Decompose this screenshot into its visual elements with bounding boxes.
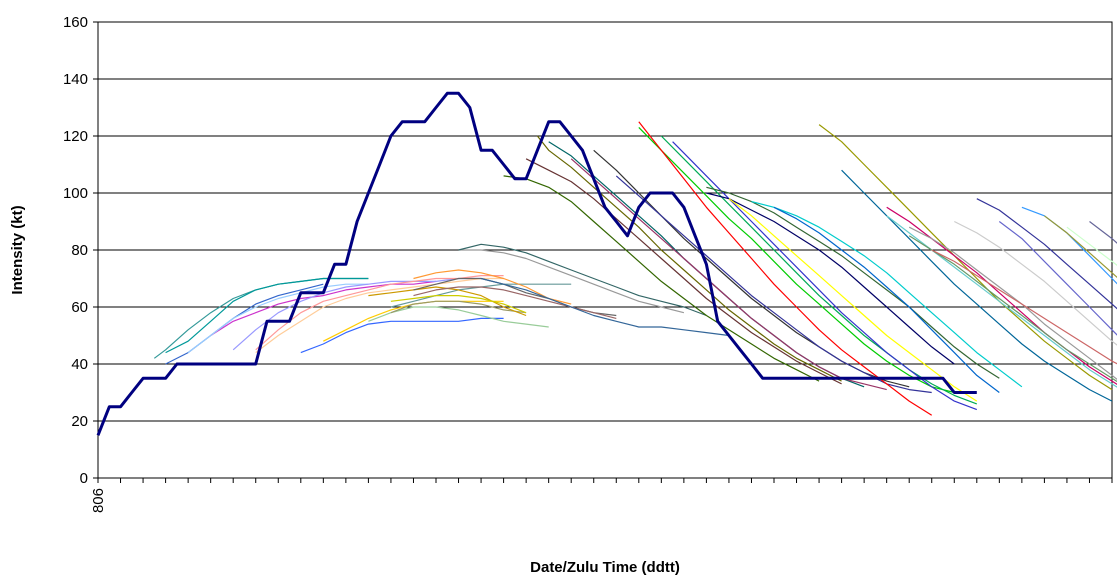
forecast-line-4 [210,280,437,337]
forecast-line-8 [255,277,504,354]
y-tick-label: 140 [63,71,88,88]
x-axis-tick-labels: 806 [90,488,107,513]
forecast-line-18 [413,286,617,319]
forecast-line-15 [390,295,527,314]
forecast-line-6 [232,277,482,351]
forecast-line-50 [1066,226,1117,266]
y-tick-label: 0 [80,470,88,487]
forecast-line-5 [187,283,369,354]
forecast-line-12 [390,300,527,314]
forecast-line-32 [672,141,978,411]
y-tick-label: 40 [71,356,88,373]
y-tick-label: 80 [71,242,88,259]
forecast-line-27 [593,149,910,388]
forecast-line-46 [976,198,1117,310]
y-tick-label: 100 [63,185,88,202]
forecast-line-9 [300,317,504,354]
forecast-line-21 [480,277,729,337]
forecast-line-37 [773,206,1000,393]
forecast-line-35 [728,198,978,402]
forecast-series [153,121,1117,416]
forecast-line-28 [615,175,932,394]
forecast-line-11 [368,306,549,328]
observed-intensity-line [96,91,977,436]
forecast-line-2 [165,277,369,354]
forecast-line-29 [638,126,955,394]
x-tick-label: 806 [90,488,107,513]
forecast-line-38 [818,124,1113,391]
forecast-line-30 [638,121,933,416]
forecast-line-19 [458,249,685,314]
forecast-line-24 [536,135,842,382]
forecast-line-48 [1021,206,1117,285]
forecast-line-49 [1044,215,1117,279]
forecast-line-45 [954,220,1117,346]
forecast-line-36 [751,201,1023,388]
y-tick-label: 60 [71,299,88,316]
y-tick-label: 120 [63,128,88,145]
forecast-line-33 [706,186,1000,379]
horizontal-gridlines [98,78,1112,422]
y-axis-title: Intensity (kt) [9,205,26,294]
forecast-line-43 [908,235,1117,383]
forecast-line-22 [503,175,820,382]
x-axis-tick-marks [97,478,1113,483]
forecast-line-34 [706,192,955,365]
y-tick-label: 160 [63,14,88,31]
forecast-line-44 [931,249,1117,365]
forecast-line-23 [525,158,842,385]
forecast-line-47 [998,221,1117,336]
forecast-line-42 [908,226,1117,380]
y-axis-tick-labels: 0 20 40 60 80 100 120 140 160 [63,14,98,487]
forecast-line-26 [570,158,887,391]
observed-series [96,91,977,436]
forecast-line-39 [841,169,1113,402]
forecast-line-20 [458,243,707,317]
x-axis-title: Date/Zulu Time (ddtt) [530,559,680,576]
y-tick-label: 20 [71,413,88,430]
